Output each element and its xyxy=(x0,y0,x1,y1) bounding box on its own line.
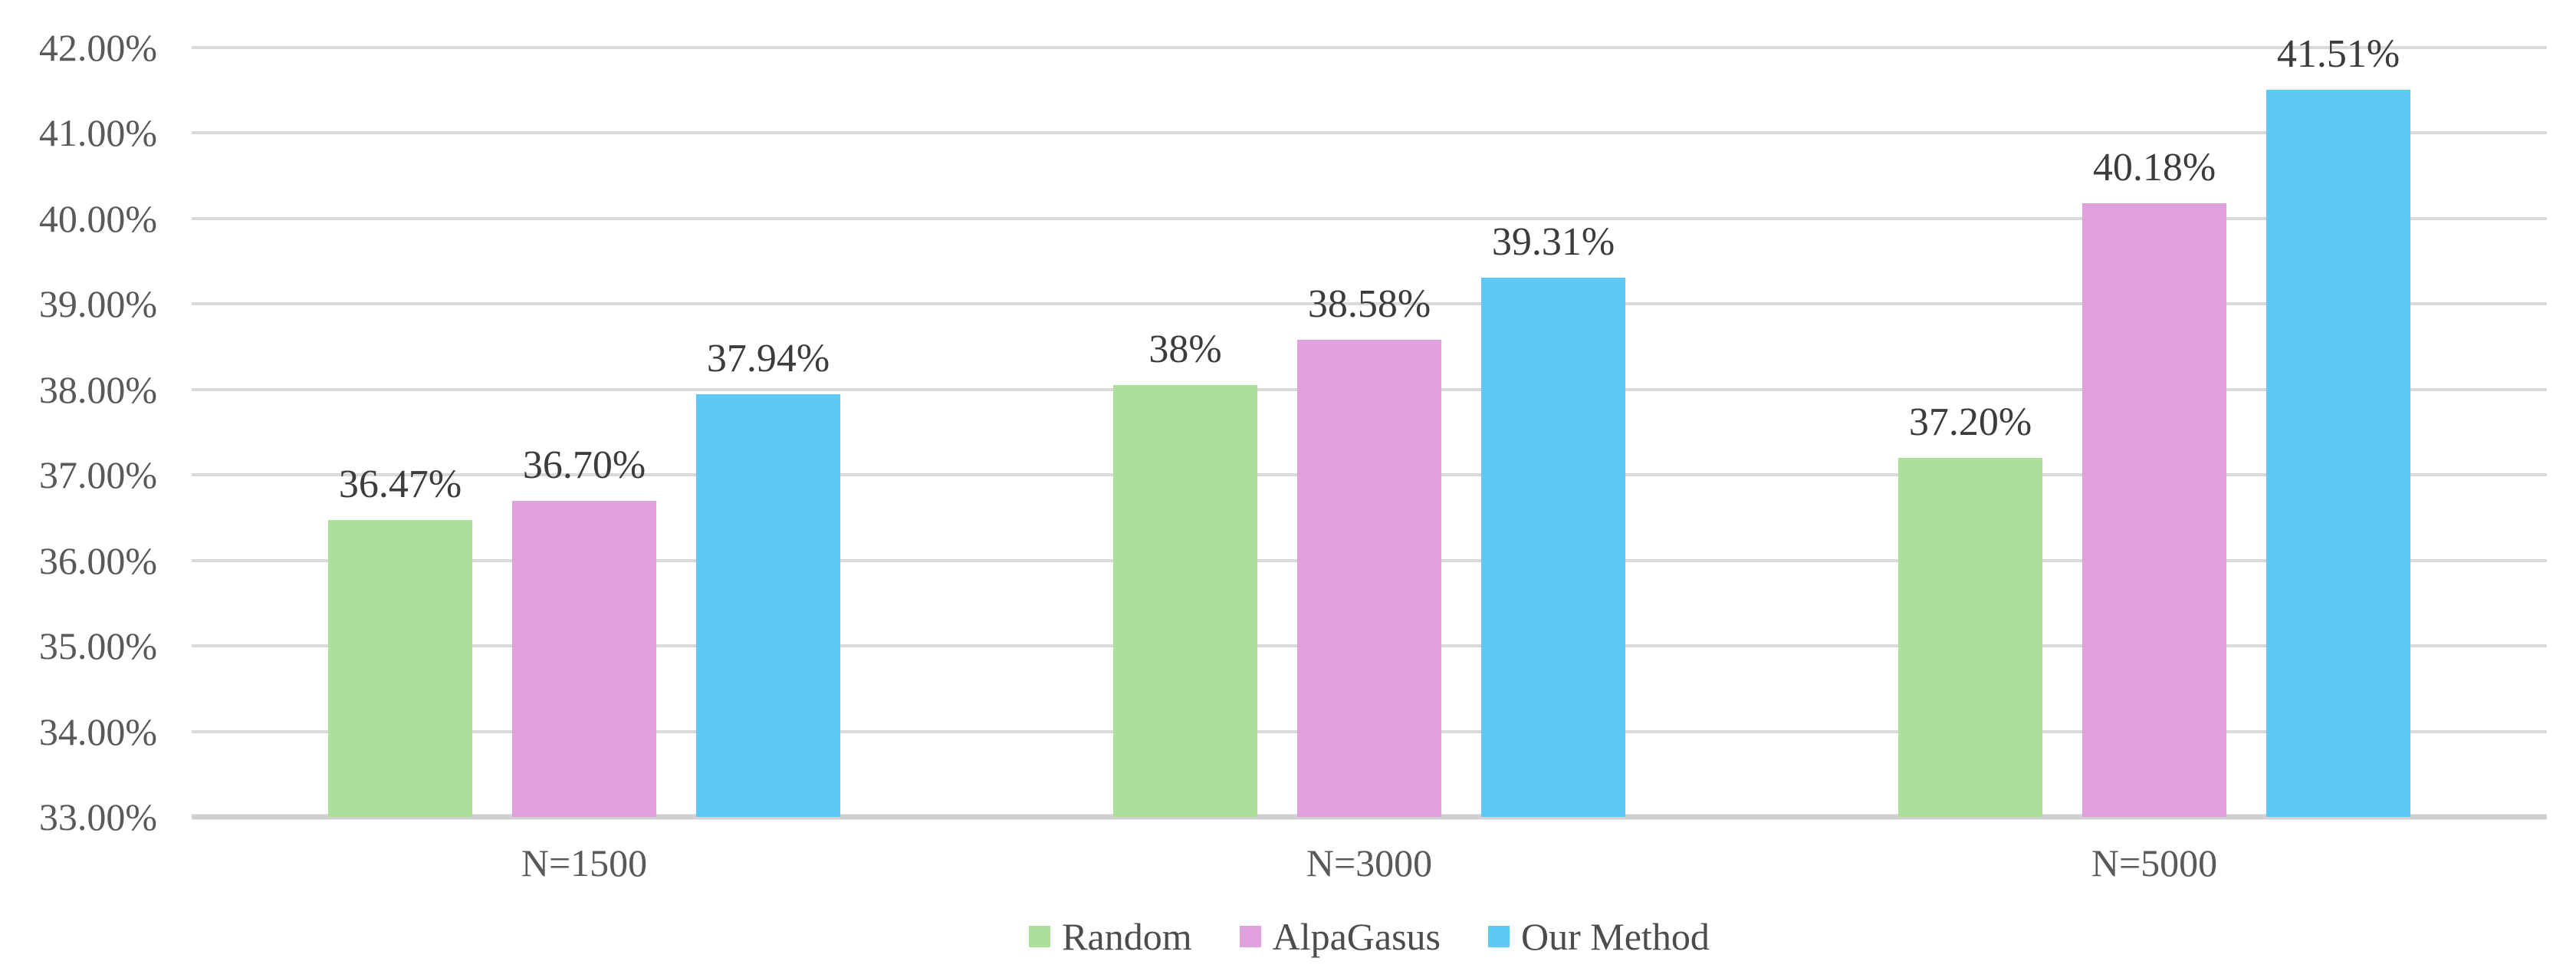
bar-alpagasus: 36.70% xyxy=(512,445,656,817)
bar-value-label: 38.58% xyxy=(1307,282,1431,327)
y-tick-label: 40.00% xyxy=(38,196,157,240)
bar-random: 38% xyxy=(1113,330,1257,817)
bar-group-n-5000: 37.20% 40.18% 41.51% xyxy=(1762,34,2547,817)
gridline xyxy=(192,131,2547,135)
bar-value-label: 37.20% xyxy=(1908,400,2032,444)
category-label: N=5000 xyxy=(2091,841,2218,884)
legend-label: Random xyxy=(1062,915,1192,958)
x-axis-line xyxy=(192,814,2547,820)
bar-our-method: 41.51% xyxy=(2266,34,2410,817)
bar-value-label: 36.70% xyxy=(522,443,646,487)
bar-random: 36.47% xyxy=(328,465,472,817)
category-label: N=3000 xyxy=(1306,841,1433,884)
bar-value-label: 41.51% xyxy=(2276,31,2400,76)
gridline xyxy=(192,216,2547,220)
bar-our-method: 37.94% xyxy=(696,339,840,817)
legend-swatch-icon xyxy=(1239,926,1261,947)
bar-value-label: 36.47% xyxy=(338,463,462,507)
y-tick-label: 41.00% xyxy=(38,111,157,155)
y-axis: 33.00% 34.00% 35.00% 36.00% 37.00% 38.00% 39.0… xyxy=(0,28,157,836)
y-tick-label: 36.00% xyxy=(38,538,157,582)
legend: Random AlpaGasus Our Method xyxy=(192,917,2547,956)
y-tick-label: 33.00% xyxy=(38,795,157,838)
legend-label: Our Method xyxy=(1521,915,1710,958)
y-tick-label: 37.00% xyxy=(38,453,157,497)
category-label: N=1500 xyxy=(521,841,648,884)
legend-item-random: Random xyxy=(1029,915,1192,958)
bar-value-label: 39.31% xyxy=(1491,219,1615,264)
y-tick-label: 35.00% xyxy=(38,624,157,668)
bar-groups: 36.47% 36.70% 37.94% 38% 38.58% 39.31% 37.20% 4… xyxy=(192,34,2547,817)
bar-random: 37.20% xyxy=(1898,402,2042,817)
legend-label: AlpaGasus xyxy=(1272,915,1441,958)
plot-area: 36.47% 36.70% 37.94% 38% 38.58% 39.31% 37.20% 4… xyxy=(192,34,2547,820)
y-tick-label: 38.00% xyxy=(38,367,157,411)
x-axis: N=1500 N=3000 N=5000 xyxy=(192,842,2547,884)
legend-swatch-icon xyxy=(1029,926,1051,947)
bar-value-label: 38% xyxy=(1148,328,1222,372)
y-tick-label: 34.00% xyxy=(38,710,157,753)
bar-alpagasus: 38.58% xyxy=(1297,285,1441,817)
bar-group-n-1500: 36.47% 36.70% 37.94% xyxy=(192,48,977,817)
bar-alpagasus: 40.18% xyxy=(2082,147,2226,817)
gridline xyxy=(192,302,2547,306)
y-tick-label: 42.00% xyxy=(38,26,157,69)
bar-group-n-3000: 38% 38.58% 39.31% xyxy=(977,48,1762,817)
bar-value-label: 40.18% xyxy=(2092,145,2216,189)
legend-item-our-method: Our Method xyxy=(1488,917,1710,956)
y-tick-label: 39.00% xyxy=(38,282,157,326)
bar-our-method: 39.31% xyxy=(1481,222,1625,817)
legend-swatch-icon xyxy=(1488,926,1510,947)
legend-item-alpagasus: AlpaGasus xyxy=(1239,915,1441,958)
gridline xyxy=(192,46,2547,49)
bar-value-label: 37.94% xyxy=(706,337,830,381)
